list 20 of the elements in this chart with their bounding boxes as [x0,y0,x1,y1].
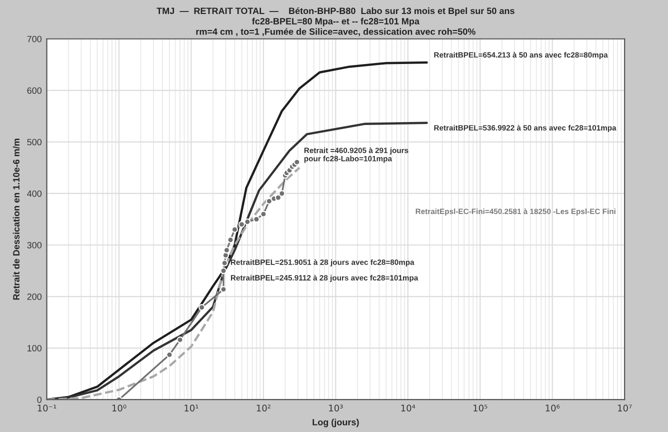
x-tick-label: 10⁵ [474,404,488,412]
chart-title: TMJ — RETRAIT TOTAL — Béton-BHP-B80 Labo sur 13 mois et Bpel sur 50 ans fc28-BPEL=80 Mpa-- et -- fc28=101 Mpa rm=4 cm , to=1 ,Fumée de Silice=avec, dessication avec roh=50% [156,7,514,36]
x-tick-label: 10⁰ [112,404,126,412]
y-tick-label: 700 [27,36,42,42]
x-axis-title: Log (jours) [312,418,359,428]
x-tick-label: 10² [256,404,270,412]
y-tick-label: 100 [28,345,42,352]
y-tick-label: 0 [37,396,42,403]
x-tick-label: 10⁷ [618,404,632,412]
y-tick-label: 300 [27,242,42,248]
x-tick-label: 10⁶ [546,404,560,412]
y-tick-label: 400 [27,190,42,197]
y-tick-label: 500 [27,138,42,146]
x-tick-label: 10¹ [184,404,198,412]
x-tick-label: 10⁴ [401,404,416,412]
x-tick-label: 10³ [329,404,343,412]
y-axis-title: Retrait de Dessication en 1.10e-6 m/m [12,138,20,300]
x-tick-label: 10⁻¹ [38,404,56,412]
y-tick-label: 200 [27,294,42,300]
y-tick-label: 600 [27,87,42,94]
